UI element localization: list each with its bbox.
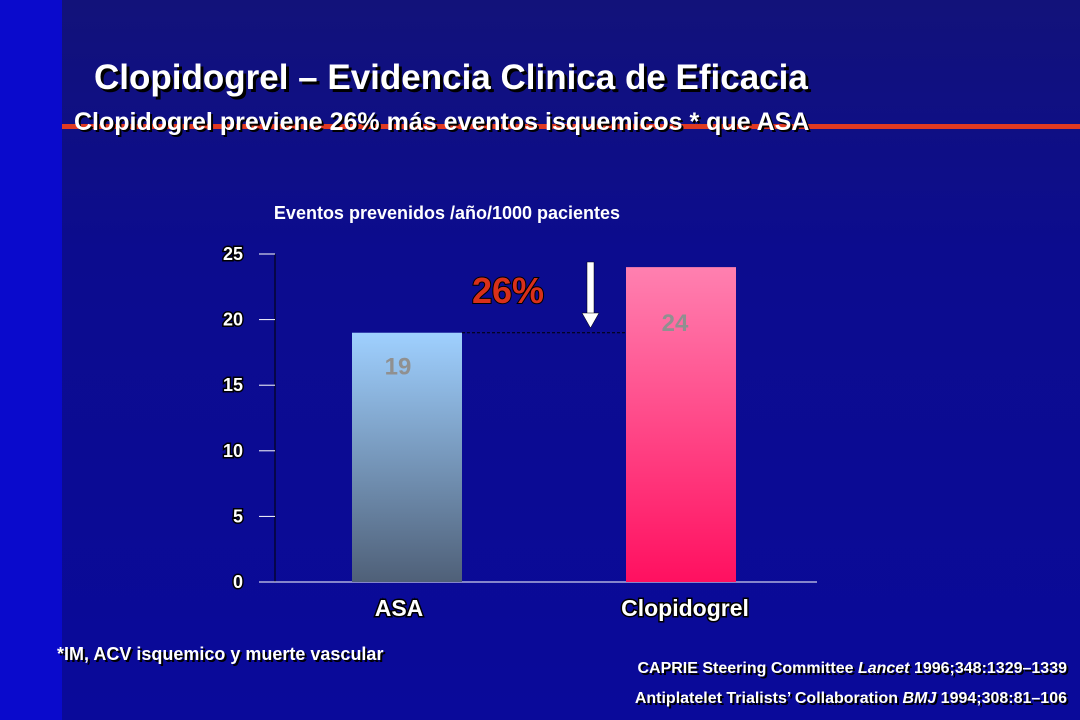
reference-journal: Lancet: [857, 660, 910, 677]
slide-title: Clopidogrel – Evidencia Clinica de Efica…: [94, 58, 808, 97]
reference-text: CAPRIE Steering Committee: [637, 660, 858, 677]
reference-text: Antiplatelet Trialists’ Collaboration: [634, 690, 903, 707]
bar-clopidogrel: [626, 267, 736, 582]
y-tick-label: 15: [223, 375, 243, 395]
reference-citation: 1994;308:81–106: [936, 690, 1067, 707]
y-tick-label: 20: [223, 310, 243, 330]
chart-title: Eventos prevenidos /año/1000 pacientes: [274, 203, 620, 223]
reference-antiplatelet: Antiplatelet Trialists’ Collaboration BM…: [635, 690, 1067, 708]
y-tick-label: 25: [223, 244, 243, 264]
arrow-down-icon: [581, 312, 600, 329]
x-category-label: Clopidogrel: [621, 595, 749, 621]
left-band: [0, 0, 62, 720]
bar-asa: [352, 332, 462, 582]
reference-citation: 1996;348:1329–1339: [909, 660, 1067, 677]
reference-journal: BMJ: [902, 690, 937, 707]
arrow-shaft: [586, 261, 595, 315]
slide-subtitle: Clopidogrel previene 26% más eventos isq…: [74, 108, 810, 136]
title-underline: [62, 124, 1080, 129]
reference-caprie: CAPRIE Steering Committee Lancet 1996;34…: [637, 660, 1067, 678]
y-tick-label: 5: [233, 506, 243, 526]
x-category-label: ASA: [375, 595, 424, 621]
bar-value-label: 19: [385, 354, 412, 381]
y-tick-label: 10: [223, 441, 243, 461]
footnote: *IM, ACV isquemico y muerte vascular: [57, 644, 384, 664]
bar-value-label: 24: [662, 310, 689, 337]
y-tick-label: 0: [233, 572, 243, 592]
improvement-annotation: 26%: [472, 270, 544, 311]
